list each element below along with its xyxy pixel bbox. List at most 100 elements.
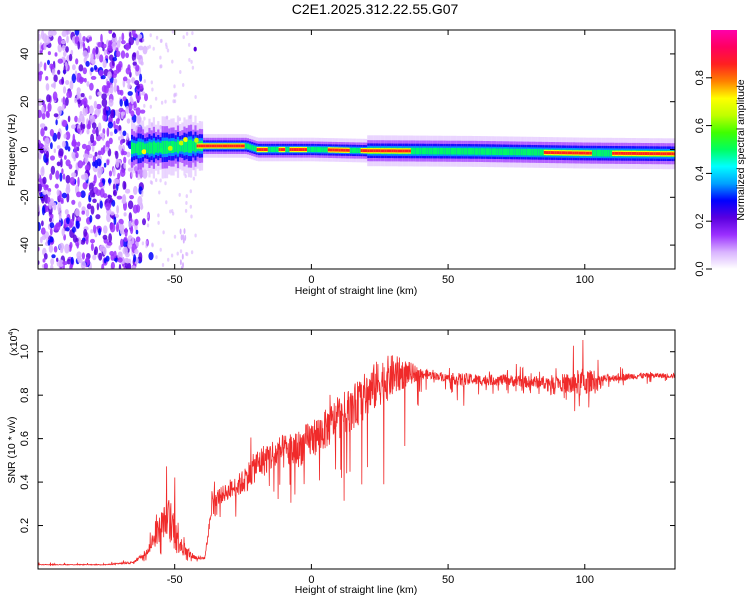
heatmap-cell	[578, 151, 581, 155]
heatmap-cell	[174, 141, 177, 152]
heatmap-cell	[113, 78, 118, 84]
heatmap-cell	[345, 148, 348, 152]
heatmap-cell	[476, 148, 479, 155]
heatmap-cell	[157, 142, 160, 154]
heatmap-cell	[58, 259, 64, 267]
heatmap-cell	[60, 39, 67, 45]
heatmap-cell	[90, 243, 94, 252]
heatmap-cell	[134, 249, 139, 255]
heatmap-cell	[105, 202, 111, 211]
heatmap-cell	[47, 59, 50, 66]
heatmap-cell	[141, 205, 144, 210]
heatmap-cell	[58, 148, 64, 157]
colorbar-tick-label: 0.6	[694, 118, 706, 133]
snr-x-axis: -50 0 50 100	[167, 330, 594, 586]
heatmap-cell	[360, 149, 363, 152]
heatmap-cell	[251, 145, 254, 151]
heatmap-cell	[103, 162, 107, 168]
heatmap-cell	[97, 168, 102, 179]
heatmap-cell	[90, 205, 95, 215]
heatmap-cell	[98, 181, 104, 188]
heatmap-cell	[108, 98, 114, 107]
snr-y-tick-label: 0.6	[19, 431, 31, 446]
heatmap-cell	[190, 59, 193, 64]
heatmap-cell	[54, 52, 58, 57]
heatmap-cell	[71, 73, 77, 84]
heatmap-cell	[332, 148, 335, 152]
heatmap-cell	[47, 191, 51, 196]
heatmap-cell	[121, 40, 126, 45]
heatmap-cell	[114, 178, 120, 184]
heatmap-cell	[191, 31, 194, 36]
heatmap-cell	[96, 103, 102, 110]
heatmap-cell	[430, 147, 433, 155]
heatmap-cell	[548, 151, 551, 154]
heatmap-cell	[253, 145, 256, 151]
heatmap-cell	[231, 144, 234, 148]
heatmap-cell	[142, 38, 145, 43]
heatmap-cell	[61, 119, 68, 128]
heatmap-cell	[87, 45, 91, 54]
heatmap-cell	[592, 149, 595, 157]
heatmap-cell	[605, 150, 608, 157]
heatmap-cell	[82, 67, 88, 75]
heatmap-cell	[120, 111, 124, 120]
heatmap-cell	[478, 148, 481, 155]
heatmap-cell	[95, 126, 99, 137]
heatmap-cell	[106, 127, 110, 137]
heatmap-cell	[57, 69, 61, 75]
heatmap-cell	[148, 44, 151, 49]
heatmap-cell	[111, 42, 117, 51]
heatmap-cell	[184, 208, 188, 213]
heatmap-cell	[141, 142, 145, 155]
heatmap-cell	[184, 234, 187, 241]
heatmap-cell	[179, 70, 182, 74]
heatmap-cell	[117, 66, 122, 73]
heatmap-cell	[101, 98, 108, 107]
spectrogram-panel: -50 0 50 100 -40 -20 0 20 40 Height of straight…	[6, 29, 676, 297]
heatmap-cell	[102, 59, 107, 68]
heatmap-cell	[38, 151, 42, 160]
heatmap-cell	[653, 152, 656, 156]
heatmap-cell	[375, 149, 379, 153]
heatmap-cell	[119, 99, 123, 107]
heatmap-cell	[39, 49, 43, 55]
heatmap-cell	[669, 152, 672, 156]
heatmap-cell	[629, 152, 632, 155]
heatmap-cell	[72, 133, 76, 143]
heatmap-cell	[181, 141, 184, 152]
heatmap-cell	[354, 147, 357, 153]
heatmap-cell	[91, 122, 97, 129]
heatmap-cell	[75, 238, 79, 242]
heatmap-cell	[113, 189, 117, 197]
heatmap-cell	[121, 199, 127, 204]
heatmap-cell	[47, 30, 53, 38]
heatmap-cell	[664, 152, 667, 156]
spectrogram-x-tick-label: 50	[442, 274, 454, 286]
heatmap-cell	[102, 43, 107, 49]
heatmap-cell	[308, 147, 311, 152]
heatmap-cell	[77, 118, 82, 123]
heatmap-cell	[371, 149, 374, 153]
heatmap-cell	[49, 173, 53, 181]
heatmap-cell	[95, 46, 99, 55]
heatmap-cell	[343, 148, 346, 152]
heatmap-cell	[470, 148, 473, 155]
heatmap-cell	[529, 149, 532, 156]
heatmap-cell	[634, 152, 637, 155]
heatmap-cell	[334, 148, 337, 152]
heatmap-cell	[81, 174, 86, 180]
snr-y-tick-label: 1.0	[19, 344, 31, 359]
heatmap-cell	[52, 91, 58, 101]
heatmap-cell	[382, 149, 385, 153]
heatmap-cell	[106, 159, 110, 166]
heatmap-cell	[50, 258, 55, 266]
heatmap-cell	[76, 241, 79, 249]
heatmap-cell	[437, 147, 440, 155]
heatmap-cell	[130, 226, 134, 235]
heatmap-cell	[118, 245, 122, 251]
heatmap-cell	[561, 151, 564, 155]
heatmap-cell	[114, 109, 120, 117]
heatmap-cell	[120, 168, 126, 177]
heatmap-cell	[56, 189, 60, 197]
